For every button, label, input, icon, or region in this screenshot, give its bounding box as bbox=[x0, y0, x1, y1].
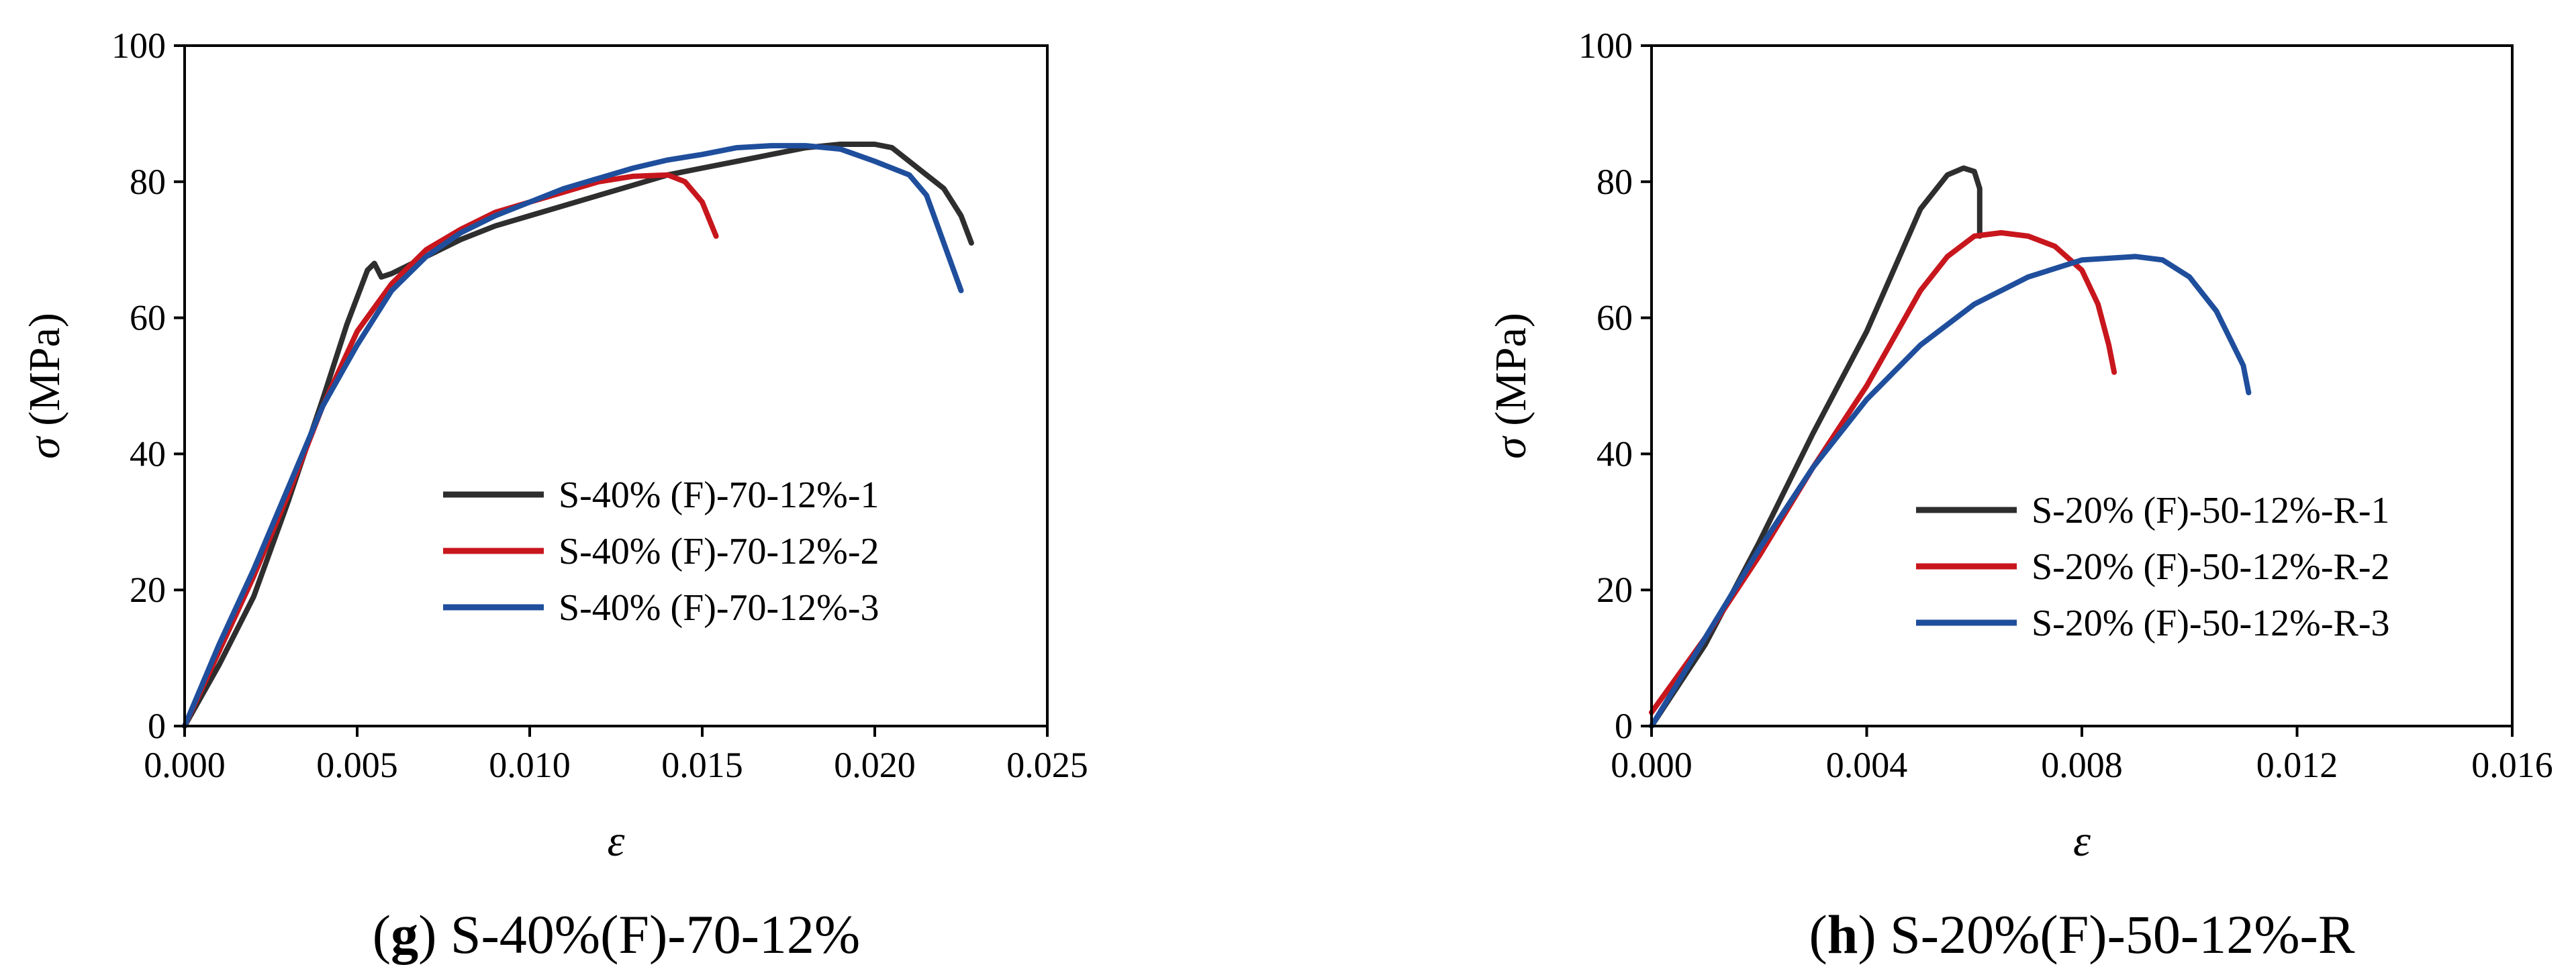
y-tick-label: 40 bbox=[1596, 433, 1633, 474]
y-axis-unit: (MPa) bbox=[20, 313, 69, 437]
legend-label-2: S-20% (F)-50-12%-R-2 bbox=[2032, 546, 2389, 588]
y-tick-label: 20 bbox=[1596, 570, 1633, 610]
y-axis-title: σ (MPa) bbox=[1486, 313, 1535, 459]
legend-label-2: S-40% (F)-70-12%-2 bbox=[559, 531, 879, 572]
series-line-1 bbox=[182, 142, 974, 729]
y-tick-label: 40 bbox=[130, 433, 166, 474]
x-tick-label: 0.025 bbox=[1006, 745, 1088, 785]
plot-frame bbox=[183, 44, 1049, 727]
y-axis-symbol: σ bbox=[1486, 435, 1535, 459]
legend-label-3: S-20% (F)-50-12%-R-3 bbox=[2032, 603, 2389, 644]
y-tick-label: 80 bbox=[130, 162, 166, 202]
series-line-3 bbox=[1649, 254, 2252, 729]
chart-panel-h: 0.000 0.004 0.008 0.012 0.016 0 20 40 60 80 100 ε σ … bbox=[1486, 25, 2553, 965]
x-tick-label: 0.012 bbox=[2256, 745, 2338, 785]
figure-caption: (h) S-20%(F)-50-12%-R bbox=[1809, 904, 2354, 965]
x-tick-label: 0.010 bbox=[489, 745, 571, 785]
legend-label-1: S-40% (F)-70-12%-1 bbox=[559, 474, 879, 516]
y-tick-label: 0 bbox=[148, 706, 166, 746]
y-tick-label: 20 bbox=[130, 570, 166, 610]
legend-label-3: S-40% (F)-70-12%-3 bbox=[559, 587, 879, 629]
caption-part: ) S-20%(F)-50-12%-R bbox=[1858, 904, 2354, 965]
y-tick-label: 0 bbox=[1615, 706, 1633, 746]
x-tick-label: 0.016 bbox=[2471, 745, 2553, 785]
caption-part: h bbox=[1827, 904, 1858, 965]
y-tick-label: 80 bbox=[1596, 162, 1633, 202]
figure-caption: (g) S-40%(F)-70-12% bbox=[373, 904, 860, 965]
series-line-3 bbox=[182, 143, 964, 729]
x-tick-label: 0.000 bbox=[144, 745, 226, 785]
x-tick-label: 0.020 bbox=[834, 745, 916, 785]
caption-part: ( bbox=[373, 904, 391, 965]
y-tick-label: 60 bbox=[1596, 298, 1633, 338]
y-tick-label: 100 bbox=[111, 25, 166, 66]
y-tick-label: 60 bbox=[130, 298, 166, 338]
x-tick-label: 0.004 bbox=[1826, 745, 1908, 785]
series-line-2 bbox=[182, 172, 719, 729]
caption-part: ) S-40%(F)-70-12% bbox=[418, 904, 860, 965]
chart-panel-g: 0.000 0.005 0.010 0.015 0.020 0.025 0 20 40 60 80 1… bbox=[20, 25, 1088, 965]
y-axis-unit: (MPa) bbox=[1486, 313, 1535, 437]
caption-part: ( bbox=[1809, 904, 1827, 965]
x-tick-label: 0.008 bbox=[2041, 745, 2123, 785]
x-tick-label: 0.005 bbox=[316, 745, 398, 785]
y-axis-title: σ (MPa) bbox=[20, 313, 69, 459]
x-axis-title: ε bbox=[607, 817, 624, 866]
y-tick-label: 100 bbox=[1578, 25, 1633, 66]
y-axis-symbol: σ bbox=[20, 435, 69, 459]
x-axis-title: ε bbox=[2073, 817, 2091, 866]
legend-label-1: S-20% (F)-50-12%-R-1 bbox=[2032, 490, 2389, 531]
x-tick-label: 0.015 bbox=[661, 745, 743, 785]
caption-part: g bbox=[391, 904, 418, 965]
x-tick-label: 0.000 bbox=[1611, 745, 1692, 785]
